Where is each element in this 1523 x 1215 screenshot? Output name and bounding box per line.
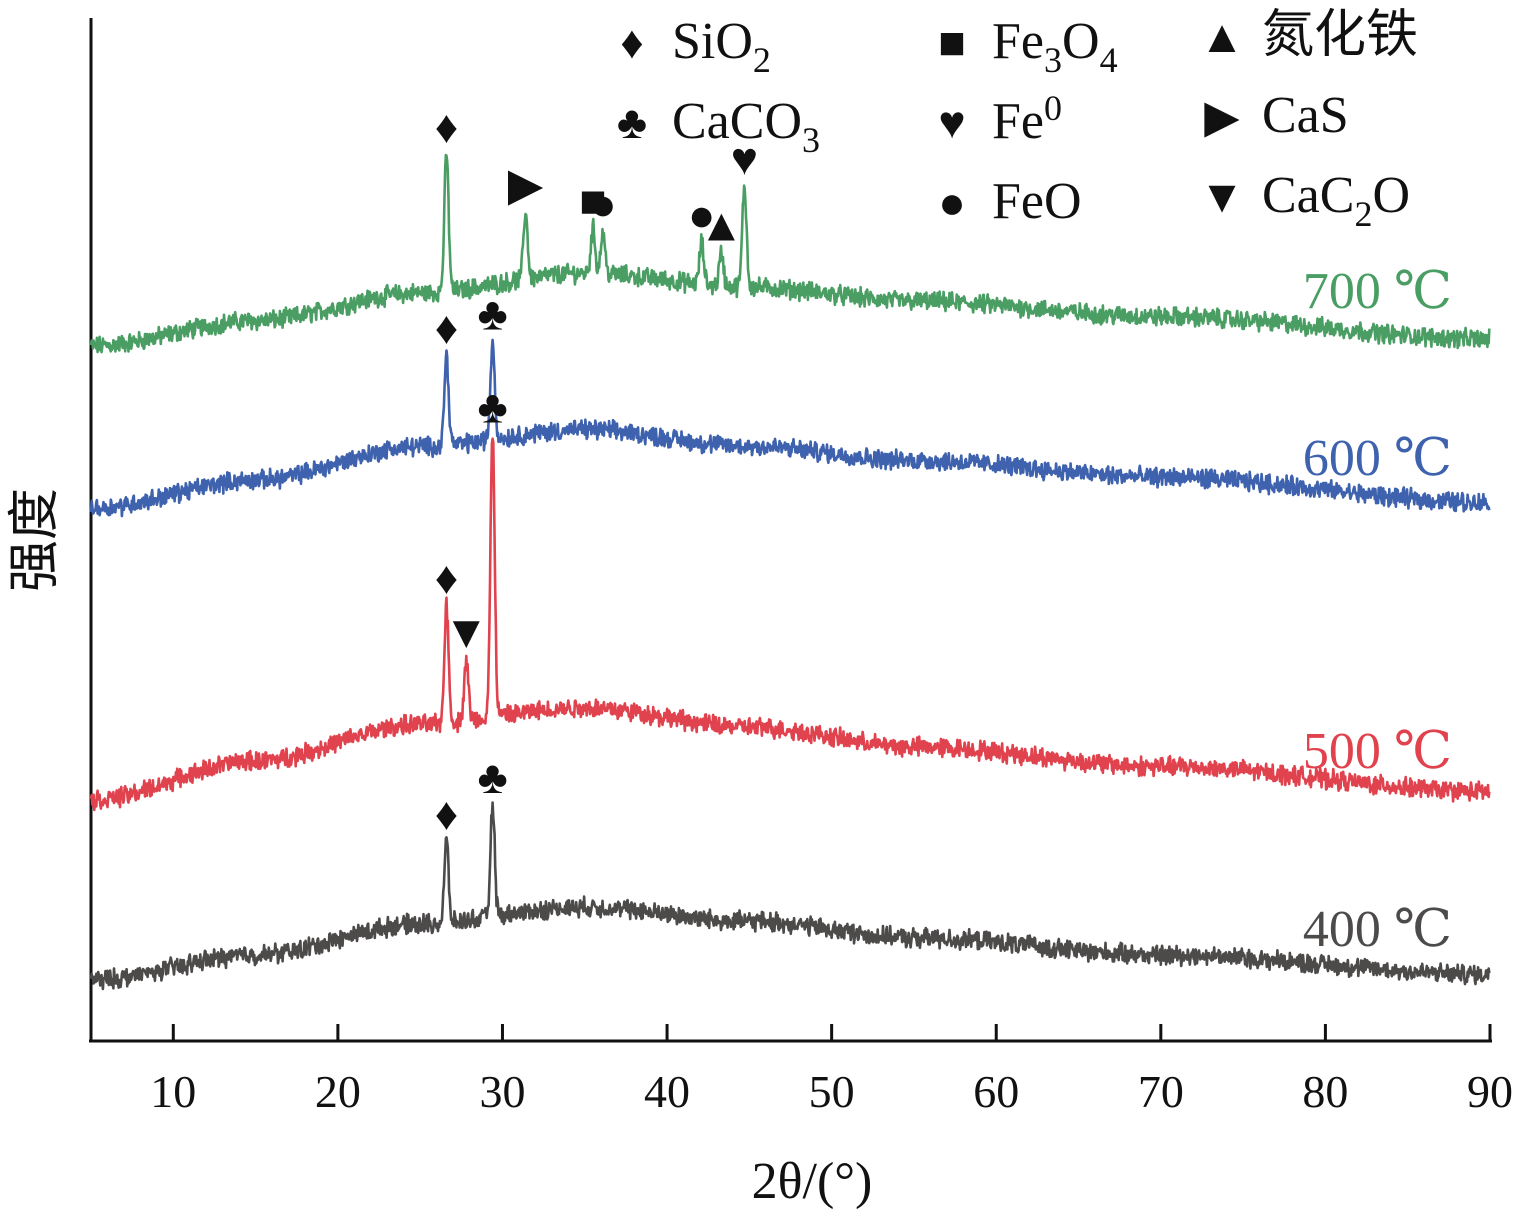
- legend-label: Fe0: [992, 88, 1062, 150]
- legend-symbol: ■: [938, 17, 966, 68]
- legend-label: FeO: [992, 173, 1082, 230]
- x-tick-label: 40: [644, 1066, 690, 1117]
- peak-marker: ▼: [443, 607, 489, 658]
- peak-marker: ♣: [478, 752, 508, 803]
- series-layer: [89, 153, 1491, 991]
- peak-marker: ♦: [435, 303, 458, 354]
- peak-marker: ♣: [478, 382, 508, 433]
- peak-marker: ♣: [478, 289, 508, 340]
- peak-marker: ●: [688, 189, 716, 240]
- legend-label: CaC2O: [1262, 167, 1410, 234]
- peak-marker: ▲: [699, 200, 745, 251]
- x-tick-label: 20: [315, 1066, 361, 1117]
- legend: ♦ SiO2 ♣ CaCO3 ■ Fe3O4 ♥ Fe0 ● FeO ▲ 氮化铁 ▶ CaS ▼ CaC2O: [617, 7, 1418, 234]
- series-line: [89, 801, 1491, 991]
- peak-marker: ♦: [435, 789, 458, 840]
- x-tick-label: 90: [1467, 1066, 1513, 1117]
- legend-label: CaS: [1262, 87, 1349, 144]
- series-line: [89, 437, 1491, 812]
- y-axis-label: 强度: [7, 488, 64, 592]
- legend-symbol: ♦: [620, 17, 643, 68]
- legend-label: CaCO3: [672, 93, 820, 160]
- x-ticks: 10 20 30 40 50 60 70 80 90: [150, 1024, 1513, 1117]
- peak-marker: ▶: [508, 159, 544, 210]
- legend-symbol: ▲: [1199, 11, 1245, 62]
- peak-marker: ♦: [435, 553, 458, 604]
- series-label: 600 ℃: [1303, 430, 1452, 487]
- series-label: 500 ℃: [1303, 723, 1452, 780]
- x-tick-label: 10: [150, 1066, 196, 1117]
- temperature-labels: 700 ℃ 600 ℃ 500 ℃ 400 ℃: [1303, 263, 1452, 958]
- legend-symbol: ●: [938, 177, 966, 228]
- axes: 10 20 30 40 50 60 70 80 90 2θ/(°) 强度: [7, 18, 1513, 1210]
- legend-symbol: ♣: [617, 97, 647, 148]
- peak-marker: ■: [579, 176, 607, 227]
- peak-markers: ♦▶ ■● ●▲♥♦ ♣♦▼♣♦♣: [435, 101, 758, 839]
- legend-label: SiO2: [672, 13, 771, 80]
- legend-symbol: ▼: [1199, 171, 1245, 222]
- peak-marker: ♥: [731, 133, 758, 184]
- legend-label: 氮化铁: [1262, 7, 1418, 64]
- legend-symbol: ▶: [1204, 91, 1240, 142]
- x-tick-label: 60: [973, 1066, 1019, 1117]
- series-line: [89, 153, 1491, 354]
- series-label: 700 ℃: [1303, 263, 1452, 320]
- x-tick-label: 50: [809, 1066, 855, 1117]
- x-axis-label: 2θ/(°): [752, 1153, 873, 1210]
- legend-label: Fe3O4: [992, 13, 1118, 80]
- x-tick-label: 30: [479, 1066, 525, 1117]
- x-tick-label: 70: [1138, 1066, 1184, 1117]
- series-label: 400 ℃: [1303, 901, 1452, 958]
- x-tick-label: 80: [1302, 1066, 1348, 1117]
- legend-symbol: ♥: [938, 97, 965, 148]
- peak-marker: ♦: [435, 101, 458, 152]
- series-line: [89, 338, 1491, 518]
- peak-marker: ●: [589, 179, 617, 230]
